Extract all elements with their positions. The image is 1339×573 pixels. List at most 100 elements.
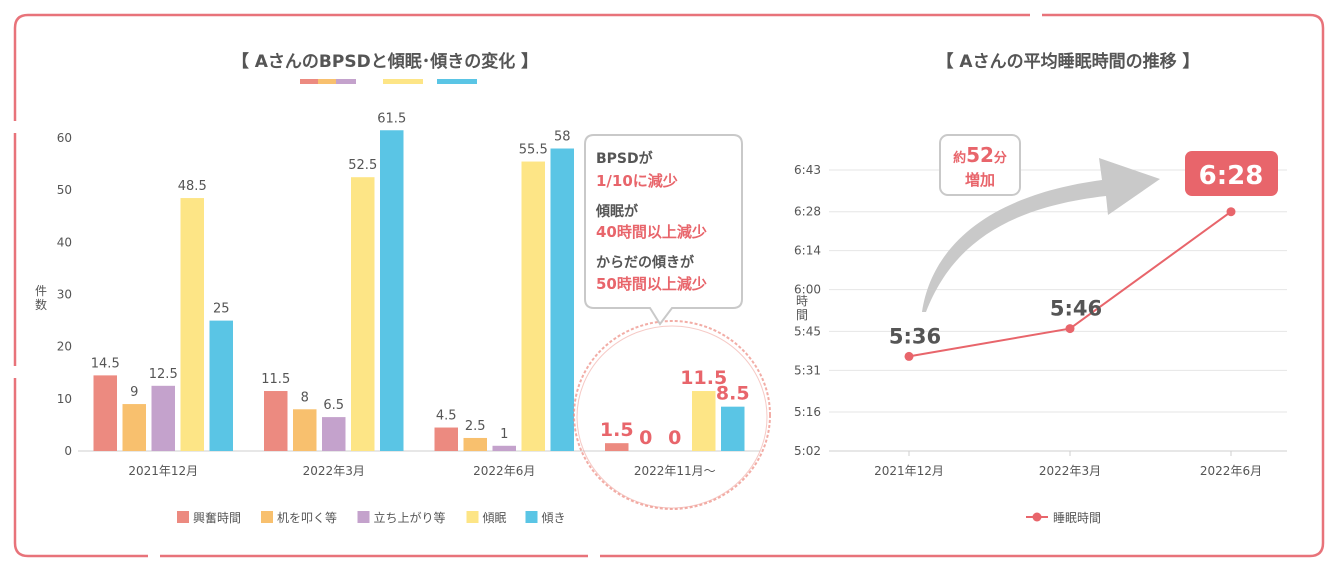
- bar: [492, 445, 516, 451]
- point-label: 5:46: [1050, 297, 1102, 321]
- callout-line-6: 50時間以上減少: [596, 275, 707, 293]
- increase-line-2: 増加: [965, 171, 995, 189]
- legend-swatch: [357, 511, 370, 523]
- left-bars: [93, 130, 745, 452]
- right-ylabel-char-1: 時: [796, 294, 808, 308]
- bar-data-label: 58: [554, 130, 571, 145]
- left-ytick-label: 20: [57, 340, 72, 354]
- right-ytick-label: 6:14: [794, 244, 821, 258]
- bar-data-label: 52.5: [348, 158, 377, 173]
- callout-line-4: 40時間以上減少: [596, 223, 707, 241]
- right-ytick-label: 5:45: [794, 324, 821, 338]
- left-x-axis: 2021年12月 2022年3月 2022年6月 2022年11月～: [128, 464, 715, 478]
- title-swatch: [437, 79, 477, 84]
- increase-line-1: 約52分: [953, 143, 1007, 167]
- left-ylabel-char-1: 件: [35, 284, 47, 298]
- title-swatch: [318, 79, 336, 84]
- callout-box: BPSDが 1/10に減少 傾眠が 40時間以上減少 からだの傾きが 50時間以…: [584, 134, 743, 326]
- bar: [380, 130, 404, 451]
- right-ytick-label: 5:16: [794, 405, 821, 419]
- bar-data-label: 9: [130, 385, 138, 400]
- right-line-series: [904, 207, 1236, 361]
- sleep-point: [1065, 324, 1075, 334]
- bar: [692, 391, 716, 451]
- right-xtick-label: 2021年12月: [874, 464, 944, 478]
- sleep-line: [908, 210, 1232, 358]
- left-ytick-label: 10: [57, 392, 72, 406]
- bar-data-label: 0: [639, 427, 652, 449]
- legend-swatch: [261, 511, 273, 523]
- right-ylabel-char-2: 間: [796, 308, 808, 322]
- right-ytick-label: 6:00: [794, 283, 821, 297]
- left-xtick-label: 2022年6月: [473, 464, 535, 478]
- left-legend: 興奮時間 机を叩く等 立ち上がり等 傾眠 傾き: [177, 510, 566, 525]
- left-y-label: 件 数: [35, 284, 47, 312]
- right-ytick-label: 6:43: [794, 163, 821, 177]
- bar: [180, 198, 204, 451]
- bar-data-label: 61.5: [377, 111, 406, 126]
- bar-data-label: 12.5: [149, 367, 178, 382]
- bar-data-label: 4.5: [436, 409, 457, 424]
- legend-label: 興奮時間: [193, 510, 241, 525]
- bar-data-label: 1.5: [600, 419, 634, 441]
- left-xtick-label: 2022年11月～: [634, 464, 716, 478]
- bar-data-label: 11.5: [680, 367, 727, 389]
- left-ytick-label: 30: [57, 288, 72, 302]
- right-chart: 【 Aさんの平均睡眠時間の推移 】 時 間 5:02 5:16 5:31 5:45 6:…: [794, 51, 1287, 525]
- increase-label: 約52分 増加: [939, 134, 1021, 196]
- bar-data-label: 8: [301, 390, 309, 405]
- increase-suffix: 分: [994, 150, 1007, 166]
- right-x-axis: 2021年12月 2022年3月 2022年6月: [874, 451, 1262, 478]
- callout-line-2: 1/10に減少: [596, 172, 678, 190]
- bar: [293, 409, 317, 451]
- right-legend: 睡眠時間: [1026, 511, 1101, 525]
- callout-line-3: 傾眠が: [595, 203, 639, 220]
- left-xtick-label: 2022年3月: [303, 464, 365, 478]
- legend-label: 睡眠時間: [1053, 511, 1101, 525]
- right-xtick-label: 2022年6月: [1200, 464, 1262, 478]
- left-ylabel-char-2: 数: [35, 297, 47, 312]
- legend-label: 傾眠: [483, 511, 507, 525]
- increase-number: 52: [966, 143, 994, 167]
- left-ytick-label: 50: [57, 183, 72, 197]
- bar-data-label: 11.5: [261, 372, 290, 387]
- callout-line-1: BPSDが: [596, 150, 654, 167]
- bar-data-label: 8.5: [716, 383, 750, 405]
- bar-data-label: 6.5: [323, 398, 344, 413]
- legend-label: 立ち上がり等: [374, 510, 446, 525]
- legend-swatch: [466, 511, 479, 523]
- title-swatch: [336, 79, 356, 84]
- bar-data-label: 1: [500, 427, 508, 442]
- bar: [264, 391, 288, 451]
- bar-data-label: 55.5: [519, 143, 548, 158]
- right-y-axis: 5:02 5:16 5:31 5:45 6:00 6:14 6:28 6:43: [794, 163, 821, 458]
- value-badge: 6:28: [1185, 151, 1278, 196]
- bar-data-label: 14.5: [91, 356, 120, 371]
- bar-data-label: 0: [668, 427, 681, 449]
- bar: [209, 320, 233, 451]
- point-label: 5:36: [889, 324, 941, 348]
- bar-data-label: 25: [213, 302, 230, 317]
- right-ytick-label: 5:31: [794, 363, 821, 377]
- bar: [550, 148, 574, 451]
- bar: [463, 437, 487, 451]
- title-swatch: [383, 79, 423, 84]
- bar: [322, 417, 346, 451]
- bar: [434, 427, 458, 451]
- left-ytick-label: 60: [57, 131, 72, 145]
- right-chart-title: 【 Aさんの平均睡眠時間の推移 】: [937, 51, 1200, 72]
- legend-marker: [1032, 512, 1042, 522]
- legend-swatch: [525, 511, 538, 523]
- bar: [605, 443, 629, 451]
- left-chart-title: 【 AさんのBPSDと傾眠･傾きの変化 】: [232, 51, 538, 72]
- left-chart: 【 AさんのBPSDと傾眠･傾きの変化 】 件 数 0102030405060 …: [35, 51, 771, 525]
- bar: [351, 177, 375, 451]
- left-title-swatches: [300, 79, 477, 84]
- left-data-labels: 14.5 9 12.5 48.5 25 11.5 8 6.5 52.5 61.5 4.5 2.5 1 55…: [91, 111, 750, 449]
- left-ytick-label: 0: [64, 444, 72, 458]
- legend-label: 傾き: [542, 511, 566, 525]
- legend-label: 机を叩く等: [277, 511, 337, 525]
- sleep-point: [1226, 207, 1236, 217]
- bar-data-label: 2.5: [465, 419, 486, 434]
